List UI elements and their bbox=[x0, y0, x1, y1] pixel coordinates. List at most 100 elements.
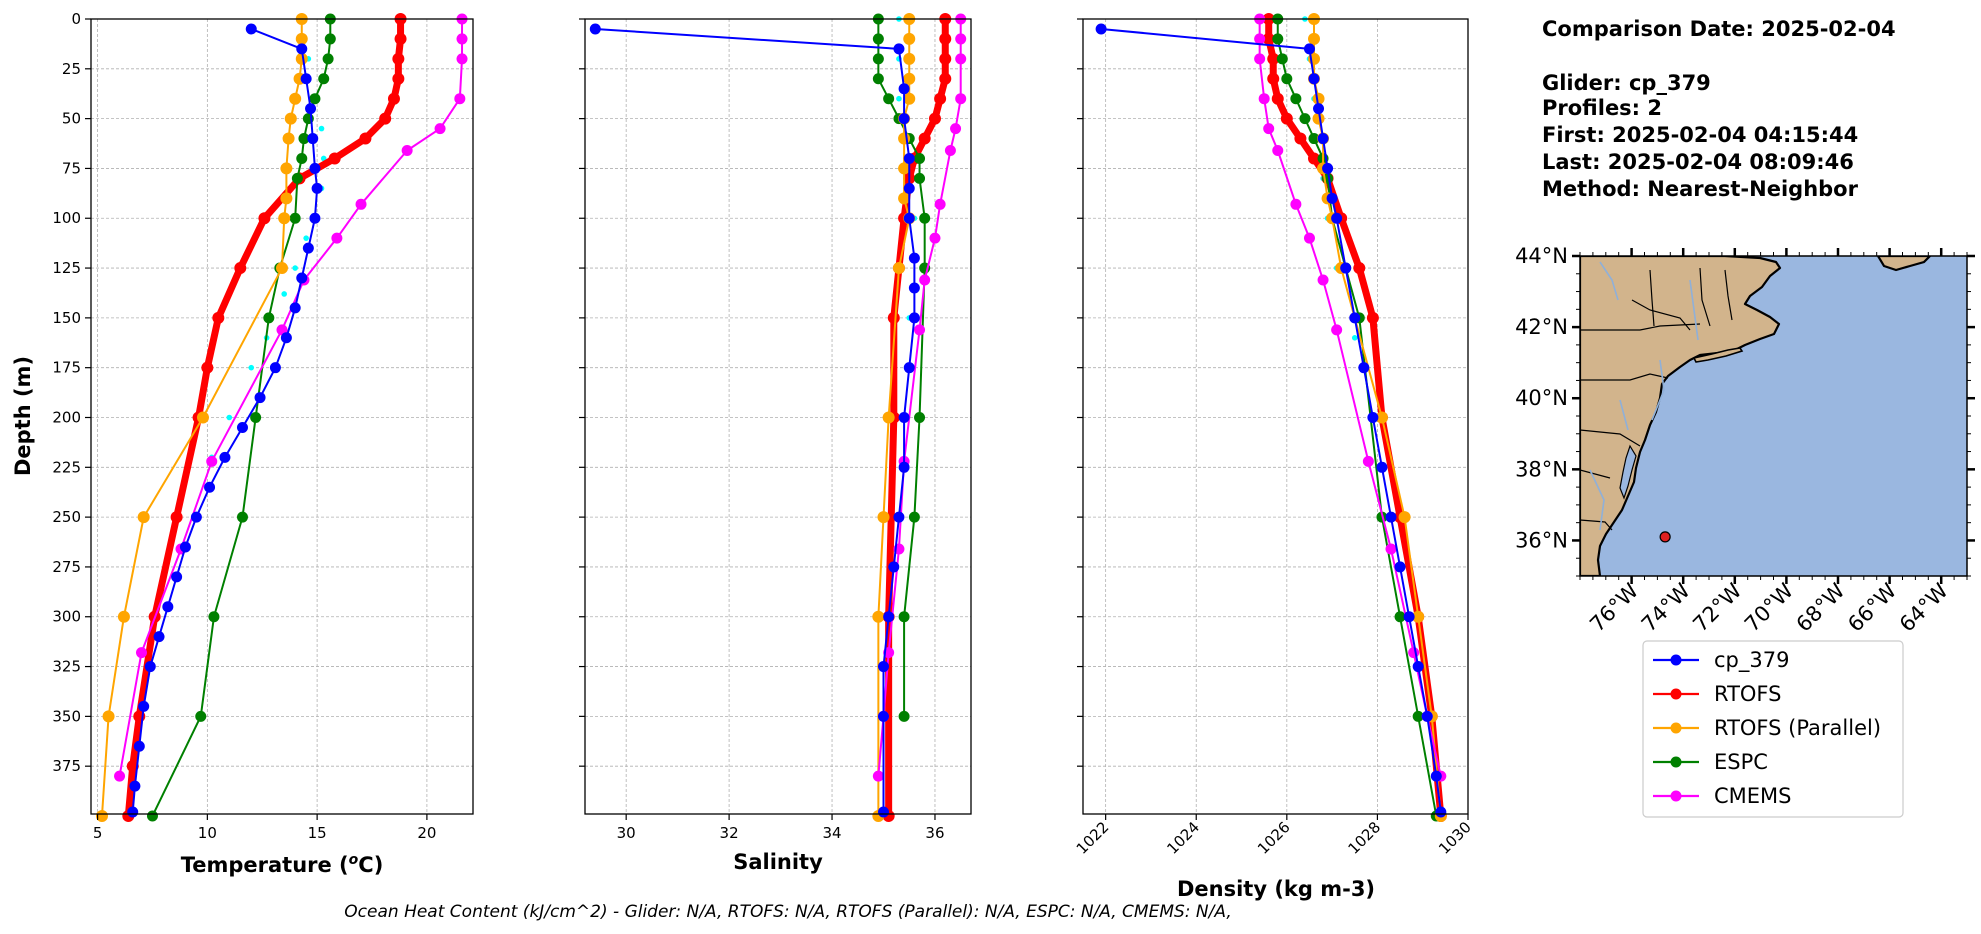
data-point bbox=[903, 32, 916, 45]
data-point bbox=[394, 32, 407, 45]
ocean-heat-content-footer: Ocean Heat Content (kJ/cm^2) - Glider: N… bbox=[344, 902, 1231, 922]
map-long-island bbox=[1692, 347, 1744, 363]
lon-tick-label: 64°W bbox=[1895, 578, 1953, 636]
data-point bbox=[893, 43, 905, 55]
data-point bbox=[280, 162, 293, 175]
data-point bbox=[939, 52, 952, 65]
x-tick-label: 32 bbox=[720, 824, 739, 842]
data-point bbox=[898, 132, 911, 145]
data-point bbox=[939, 72, 952, 85]
data-point bbox=[955, 93, 967, 105]
temperature-axes-frame bbox=[91, 19, 473, 814]
y-tick-label: 300 bbox=[52, 608, 81, 626]
last-time: Last: 2025-02-04 08:09:46 bbox=[1542, 150, 1854, 174]
data-point bbox=[355, 198, 367, 210]
data-point bbox=[892, 262, 905, 275]
data-point bbox=[258, 212, 271, 225]
map-latitude-labels: 44°N 42°N 40°N 38°N 36°N bbox=[1515, 244, 1975, 552]
legend-item: CMEMS bbox=[1653, 784, 1792, 808]
data-point bbox=[903, 152, 915, 164]
data-point bbox=[908, 282, 920, 294]
density-series bbox=[1095, 13, 1447, 822]
data-point bbox=[284, 112, 297, 125]
data-point bbox=[878, 661, 890, 673]
data-point bbox=[269, 362, 281, 374]
data-point bbox=[872, 73, 884, 85]
data-point bbox=[295, 52, 308, 65]
map-borders bbox=[1580, 267, 1733, 531]
data-point bbox=[1430, 770, 1442, 782]
data-point bbox=[392, 72, 405, 85]
data-point bbox=[318, 125, 325, 132]
salinity-series bbox=[589, 13, 967, 822]
data-point bbox=[102, 710, 115, 723]
data-point bbox=[1317, 274, 1329, 286]
data-point bbox=[903, 72, 916, 85]
data-point bbox=[903, 362, 915, 374]
x-tick-label: 1024 bbox=[1163, 818, 1203, 858]
data-point bbox=[245, 23, 257, 35]
data-point bbox=[955, 33, 967, 45]
data-point bbox=[1258, 93, 1270, 105]
series-cp-379 bbox=[127, 23, 323, 818]
data-point bbox=[133, 740, 145, 752]
glider-name: Glider: cp_379 bbox=[1542, 71, 1711, 95]
lon-tick-label: 76°W bbox=[1585, 578, 1643, 636]
data-point bbox=[276, 262, 288, 275]
data-point bbox=[883, 611, 895, 623]
legend-marker bbox=[1670, 790, 1682, 802]
data-point bbox=[1303, 43, 1315, 55]
data-point bbox=[908, 511, 920, 523]
x-tick-label: 30 bbox=[617, 824, 636, 842]
y-tick-label: 325 bbox=[52, 658, 81, 676]
data-point bbox=[1254, 33, 1266, 45]
depth-yticks: 0 25 50 75 100 125 150 175 200 225 250 275 300 325 350… bbox=[52, 10, 91, 775]
data-point bbox=[1353, 262, 1366, 275]
data-point bbox=[138, 700, 150, 712]
data-point bbox=[1412, 610, 1425, 623]
data-point bbox=[893, 511, 905, 523]
data-point bbox=[305, 103, 317, 115]
data-point bbox=[296, 43, 308, 55]
data-point bbox=[234, 262, 247, 275]
series-rtofs-parallel- bbox=[95, 13, 308, 822]
data-point bbox=[883, 93, 895, 105]
data-point bbox=[1290, 198, 1302, 210]
data-point bbox=[171, 571, 183, 583]
data-point bbox=[190, 511, 202, 523]
data-point bbox=[248, 364, 255, 371]
data-point bbox=[289, 302, 301, 314]
data-point bbox=[1375, 411, 1388, 424]
data-point bbox=[170, 511, 183, 524]
data-point bbox=[1331, 324, 1343, 336]
data-point bbox=[1366, 311, 1379, 324]
data-point bbox=[1271, 92, 1284, 105]
data-point bbox=[1394, 611, 1406, 623]
data-point bbox=[908, 252, 920, 264]
data-point bbox=[872, 610, 885, 623]
density-yticks bbox=[1077, 18, 1083, 767]
lon-tick-label: 66°W bbox=[1843, 578, 1901, 636]
info-block: Comparison Date: 2025-02-04 Glider: cp_3… bbox=[1542, 17, 1896, 201]
data-point bbox=[1272, 33, 1284, 45]
data-point bbox=[914, 324, 926, 336]
data-point bbox=[302, 242, 314, 254]
data-point bbox=[289, 212, 301, 224]
series-cp-379 bbox=[1095, 23, 1447, 818]
data-point bbox=[918, 132, 931, 145]
profile-count: Profiles: 2 bbox=[1542, 96, 1662, 120]
legend-item: RTOFS bbox=[1653, 682, 1781, 706]
temperature-axes-border bbox=[90, 18, 474, 815]
data-point bbox=[950, 123, 962, 135]
y-tick-label: 250 bbox=[52, 508, 81, 526]
x-tick-label: 5 bbox=[93, 824, 103, 842]
temperature-xlabel: Temperature (oC) bbox=[181, 852, 384, 877]
y-tick-label: 0 bbox=[71, 10, 81, 28]
y-tick-label: 50 bbox=[62, 110, 81, 128]
data-point bbox=[919, 212, 931, 224]
y-tick-label: 200 bbox=[52, 408, 81, 426]
comparison-date: Comparison Date: 2025-02-04 bbox=[1542, 17, 1896, 41]
data-point bbox=[295, 32, 308, 45]
data-point bbox=[589, 23, 601, 35]
data-point bbox=[903, 92, 916, 105]
